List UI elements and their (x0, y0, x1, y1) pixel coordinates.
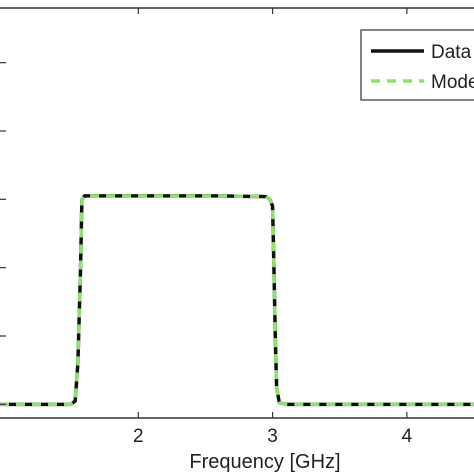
series-line-data (0, 194, 474, 407)
axes: 2 3 4 Frequency [GHz] (0, 7, 474, 473)
plot-area (0, 194, 474, 407)
legend-label-model: Model (431, 72, 474, 93)
x-axis-label: Frequency [GHz] (189, 451, 340, 473)
series-line-model (0, 194, 474, 407)
x-tick-label: 3 (267, 426, 278, 447)
legend-box (360, 29, 474, 101)
x-tick-label: 4 (402, 426, 413, 447)
legend: Data Model (360, 29, 474, 101)
x-tick-label: 2 (133, 426, 144, 447)
legend-label-data: Data (431, 42, 472, 63)
